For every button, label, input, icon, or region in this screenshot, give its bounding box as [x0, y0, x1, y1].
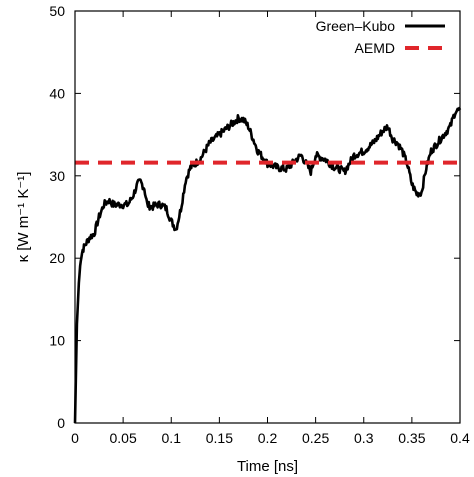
- x-tick-label: 0.2: [258, 430, 278, 446]
- y-tick-label: 10: [49, 333, 65, 349]
- x-tick-label: 0.15: [206, 430, 233, 446]
- x-tick-label: 0: [71, 430, 79, 446]
- x-tick-label: 0.35: [398, 430, 425, 446]
- legend-label: Green–Kubo: [316, 18, 396, 34]
- legend: Green–Kubo AEMD: [316, 18, 445, 56]
- y-tick-label: 20: [49, 250, 65, 266]
- legend-label: AEMD: [355, 40, 395, 56]
- x-tick-label: 0.25: [302, 430, 329, 446]
- plot-area: [73, 106, 462, 424]
- y-tick-label: 0: [57, 415, 65, 431]
- x-tick-label: 0.3: [354, 430, 374, 446]
- x-tick-label: 0.05: [110, 430, 137, 446]
- y-tick-label: 30: [49, 168, 65, 184]
- y-tick-label: 50: [49, 3, 65, 19]
- y-axis-label: κ [W m⁻¹ K⁻¹]: [15, 172, 32, 263]
- x-tick-label: 0.1: [162, 430, 182, 446]
- plot-frame: [74, 10, 461, 424]
- series-line-green-kubo: [73, 106, 462, 424]
- x-axis-label: Time [ns]: [237, 458, 298, 475]
- x-tick-label: 0.4: [450, 430, 470, 446]
- axes: 0 0.05 0.1 0.15 0.2 0.25 0.3 0.35 0.4 0 10 20 30 40 50…: [15, 3, 470, 475]
- y-tick-label: 40: [49, 85, 65, 101]
